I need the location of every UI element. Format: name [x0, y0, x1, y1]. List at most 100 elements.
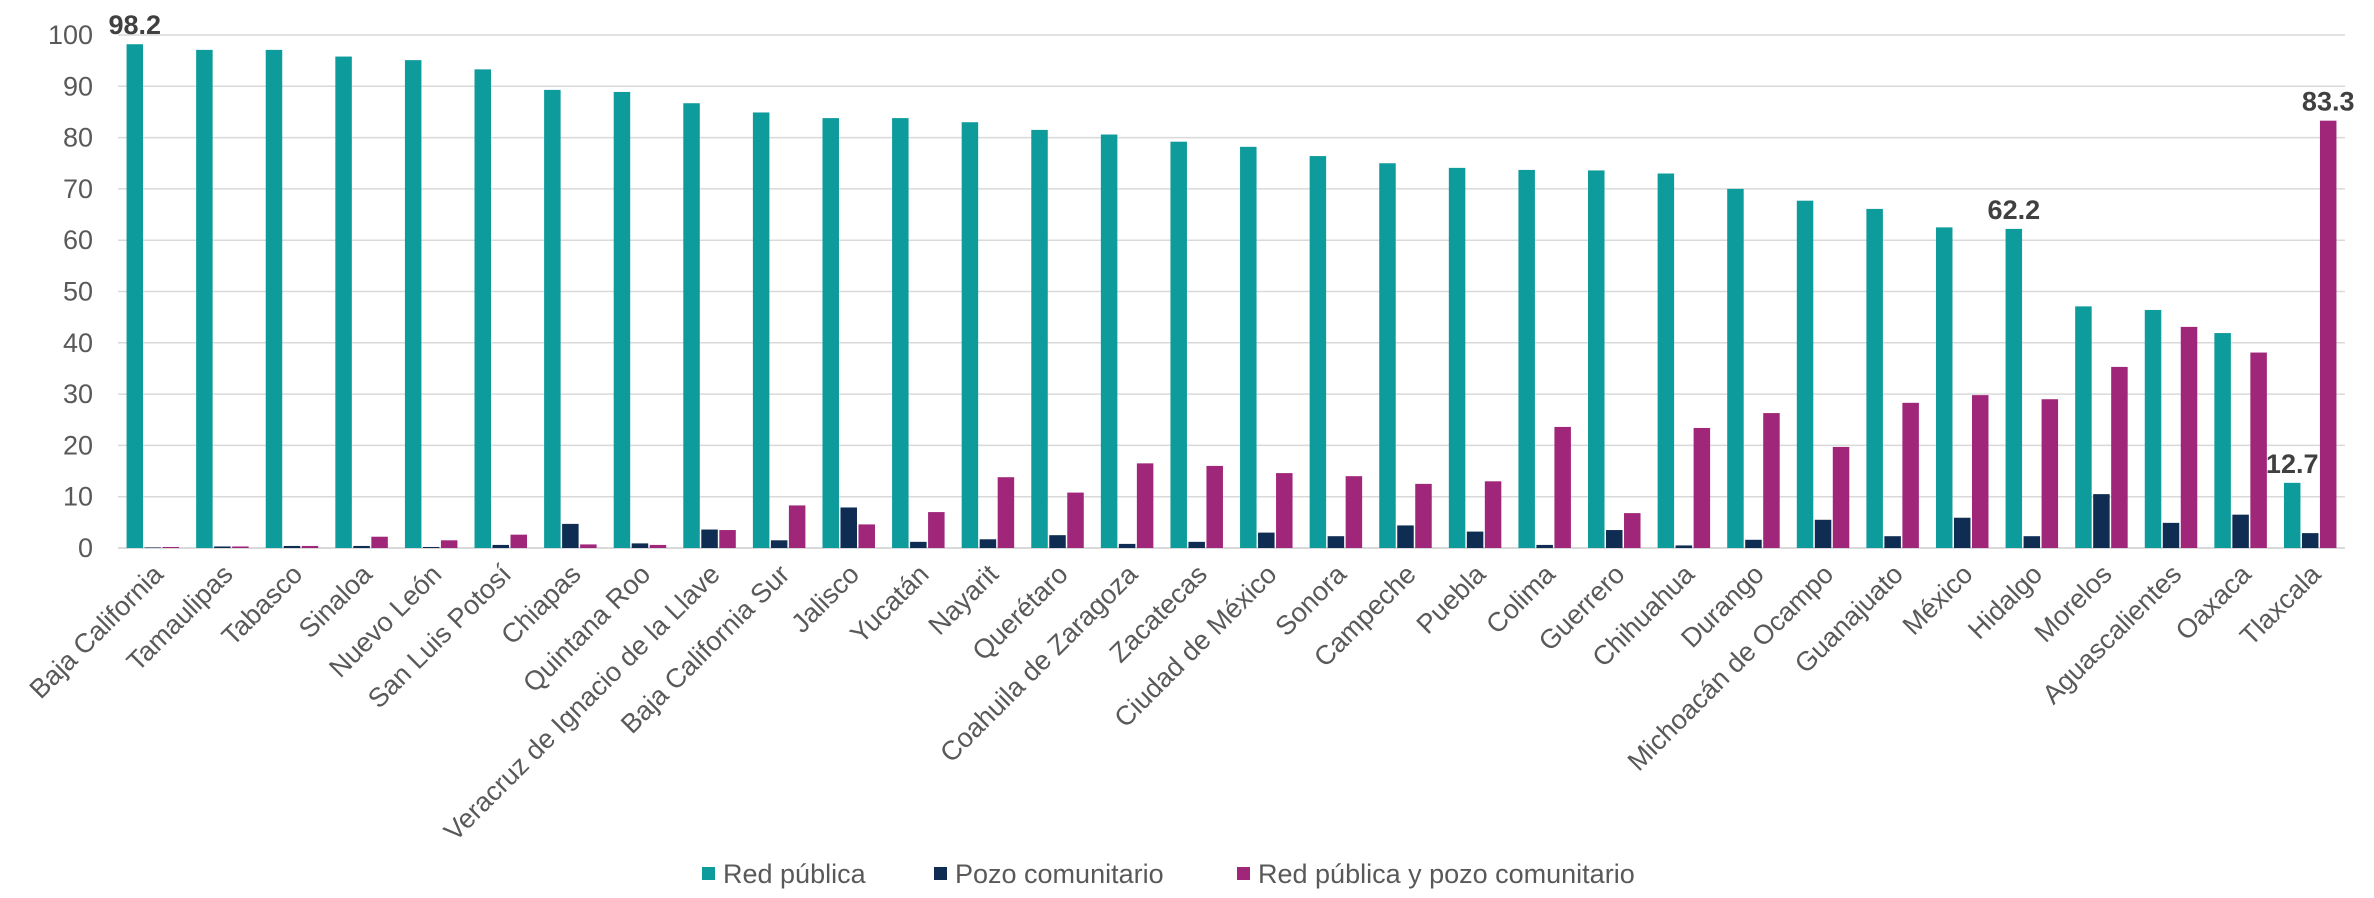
y-tick-label: 60 — [63, 225, 93, 255]
bar-pozo-comunitario-baja-california — [144, 547, 162, 548]
bar-red-publica-y-pozo-comunitario-coahuila-de-zaragoza — [1136, 463, 1154, 548]
bar-red-publica-y-pozo-comunitario-chiapas — [580, 544, 597, 548]
bar-red-publica-chihuahua — [1657, 173, 1675, 548]
bar-pozo-comunitario-guerrero — [1606, 530, 1623, 548]
bar-pozo-comunitario-sonora — [1327, 536, 1345, 548]
bar-red-publica-san-luis-potosi — [474, 69, 492, 548]
bar-pozo-comunitario-puebla — [1466, 531, 1484, 548]
legend-label: Red pública — [723, 859, 867, 889]
bar-red-publica-guanajuato — [1866, 208, 1883, 549]
bar-pozo-comunitario-nuevo-leon — [422, 546, 440, 548]
legend-item-pozo-comunitario: Pozo comunitario — [934, 859, 1164, 889]
y-tick-label: 90 — [63, 71, 93, 101]
y-tick-label: 40 — [63, 328, 93, 358]
bar-red-publica-tamaulipas — [196, 49, 213, 548]
bar-pozo-comunitario-baja-california-sur — [770, 540, 788, 548]
bar-red-publica-y-pozo-comunitario-nayarit — [997, 477, 1015, 548]
data-label: 62.2 — [1988, 195, 2041, 225]
bar-red-publica-mexico — [1935, 227, 1953, 548]
bar-red-publica-ciudad-de-mexico — [1240, 146, 1257, 549]
bar-red-publica-y-pozo-comunitario-guerrero — [1624, 513, 1641, 548]
bar-red-publica-baja-california-sur — [752, 112, 770, 548]
bar-red-publica-tlaxcala — [2283, 482, 2301, 548]
legend-swatch — [702, 867, 715, 880]
bar-pozo-comunitario-queretaro — [1049, 535, 1066, 548]
bar-red-publica-campeche — [1379, 163, 1396, 548]
bar-pozo-comunitario-zacatecas — [1188, 541, 1205, 548]
bar-red-publica-y-pozo-comunitario-aguascalientes — [2180, 326, 2198, 548]
bar-pozo-comunitario-oaxaca — [2232, 514, 2249, 548]
y-tick-label: 20 — [63, 430, 93, 460]
bar-red-publica-y-pozo-comunitario-tabasco — [301, 545, 319, 548]
y-axis-ticks: 0 10 20 30 40 50 60 70 80 90 100 — [48, 20, 93, 563]
bar-red-publica-y-pozo-comunitario-jalisco — [858, 524, 875, 548]
bar-red-publica-aguascalientes — [2144, 309, 2162, 548]
data-label: 12.7 — [2266, 449, 2319, 479]
y-tick-label: 70 — [63, 174, 93, 204]
bar-red-publica-michoacan-de-ocampo — [1796, 200, 1814, 548]
bar-pozo-comunitario-tlaxcala — [2301, 533, 2319, 548]
bar-red-publica-puebla — [1448, 167, 1466, 548]
bar-red-publica-yucatan — [892, 118, 909, 548]
bar-red-publica-chiapas — [544, 89, 561, 549]
bar-red-publica-y-pozo-comunitario-baja-california-sur — [788, 505, 806, 548]
bar-red-publica-y-pozo-comunitario-campeche — [1415, 483, 1432, 548]
bar-red-publica-morelos — [2075, 306, 2092, 548]
bar-red-publica-y-pozo-comunitario-oaxaca — [2250, 352, 2267, 548]
bar-pozo-comunitario-ciudad-de-mexico — [1258, 532, 1275, 548]
bar-red-publica-y-pozo-comunitario-queretaro — [1067, 492, 1084, 548]
bar-pozo-comunitario-michoacan-de-ocampo — [1814, 519, 1832, 548]
bar-red-publica-quintana-roo — [613, 91, 631, 549]
legend-label: Red pública y pozo comunitario — [1258, 859, 1635, 889]
bar-pozo-comunitario-chihuahua — [1675, 545, 1693, 548]
bar-red-publica-y-pozo-comunitario-mexico — [1971, 395, 1989, 548]
legend-swatch — [1237, 867, 1250, 880]
bar-pozo-comunitario-mexico — [1953, 517, 1971, 548]
bar-pozo-comunitario-yucatan — [910, 541, 927, 548]
bar-pozo-comunitario-aguascalientes — [2162, 522, 2180, 548]
bar-red-publica-y-pozo-comunitario-tlaxcala — [2319, 120, 2337, 549]
bar-pozo-comunitario-sinaloa — [353, 545, 370, 548]
data-label: 83.3 — [2302, 87, 2355, 117]
bar-red-publica-queretaro — [1031, 129, 1048, 548]
bar-red-publica-y-pozo-comunitario-nuevo-leon — [440, 540, 458, 548]
x-axis-labels: Baja CaliforniaTamaulipasTabascoSinaloaN… — [24, 558, 2327, 846]
bar-pozo-comunitario-durango — [1745, 539, 1762, 548]
bar-red-publica-y-pozo-comunitario-puebla — [1484, 481, 1502, 548]
bar-pozo-comunitario-hidalgo — [2023, 536, 2041, 548]
bar-pozo-comunitario-chiapas — [562, 523, 579, 548]
bar-red-publica-y-pozo-comunitario-baja-california — [162, 546, 180, 548]
y-tick-label: 10 — [63, 482, 93, 512]
bar-pozo-comunitario-tabasco — [283, 545, 301, 548]
bar-red-publica-y-pozo-comunitario-zacatecas — [1206, 465, 1223, 548]
bar-pozo-comunitario-morelos — [2093, 494, 2110, 548]
bar-red-publica-y-pozo-comunitario-michoacan-de-ocampo — [1832, 446, 1850, 548]
bar-red-publica-nuevo-leon — [404, 60, 422, 549]
bar-red-publica-jalisco — [822, 118, 839, 548]
bar-red-publica-y-pozo-comunitario-veracruz-de-ignacio-de-la-llave — [719, 530, 736, 548]
bar-red-publica-nayarit — [961, 122, 979, 549]
bar-red-publica-oaxaca — [2214, 333, 2231, 548]
bar-pozo-comunitario-colima — [1536, 544, 1553, 548]
bar-red-publica-baja-california — [126, 44, 144, 548]
bar-red-publica-guerrero — [1588, 170, 1605, 548]
bar-red-publica-y-pozo-comunitario-sinaloa — [371, 536, 388, 548]
bar-pozo-comunitario-tamaulipas — [214, 546, 231, 548]
y-tick-label: 0 — [78, 533, 93, 563]
bar-red-publica-y-pozo-comunitario-ciudad-de-mexico — [1276, 473, 1293, 548]
bar-pozo-comunitario-veracruz-de-ignacio-de-la-llave — [701, 529, 718, 548]
bar-red-publica-zacatecas — [1170, 141, 1187, 549]
bar-red-publica-y-pozo-comunitario-durango — [1763, 413, 1780, 548]
bar-red-publica-coahuila-de-zaragoza — [1100, 134, 1118, 548]
bar-pozo-comunitario-guanajuato — [1884, 536, 1901, 548]
bar-pozo-comunitario-campeche — [1397, 525, 1414, 548]
y-tick-label: 30 — [63, 379, 93, 409]
bar-red-publica-y-pozo-comunitario-quintana-roo — [649, 544, 667, 548]
legend: Red pública Pozo comunitario Red pública y… — [702, 859, 1635, 889]
x-tick-label: Puebla — [1411, 558, 1492, 639]
y-tick-label: 100 — [48, 20, 93, 50]
y-tick-label: 80 — [63, 123, 93, 153]
bar-red-publica-sonora — [1309, 156, 1327, 548]
bar-red-publica-y-pozo-comunitario-tamaulipas — [232, 546, 249, 548]
